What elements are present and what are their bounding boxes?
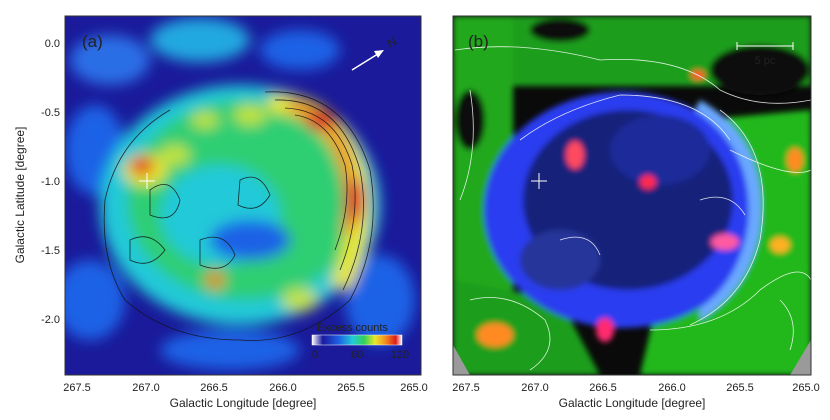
panel-a: (a) N Excess counts 0 60 120 Galactic La… <box>13 15 428 410</box>
x-tick: 266.5 <box>589 382 617 394</box>
panel-b-label: (b) <box>468 32 489 51</box>
y-tick: -1.5 <box>41 245 60 257</box>
scale-bar <box>736 42 794 50</box>
colorbar-tick-2: 120 <box>391 349 409 361</box>
y-tick: -0.5 <box>41 107 60 119</box>
x-tick: 267.0 <box>132 382 160 394</box>
colorbar-tick-1: 60 <box>351 349 363 361</box>
panel-a-label: (a) <box>82 32 103 51</box>
y-tick: -1.0 <box>41 176 60 188</box>
x-tick: 265.5 <box>337 382 365 394</box>
panel-a-heatmap <box>65 16 421 375</box>
panel-b-frame <box>452 15 812 376</box>
panel-a-x-ticks: 267.5 267.0 266.5 266.0 265.5 265.0 <box>63 382 428 394</box>
y-tick: -2.0 <box>41 314 60 326</box>
x-tick: 267.0 <box>521 382 549 394</box>
colorbar-tick-0: 0 <box>312 349 318 361</box>
panel-b-x-ticks: 267.5 267.0 266.5 266.0 265.5 265.0 <box>452 382 820 394</box>
x-tick: 267.5 <box>63 382 91 394</box>
panel-a-xlabel: Galactic Longitude [degree] <box>170 396 317 410</box>
x-tick: 266.5 <box>200 382 228 394</box>
panel-b-image <box>453 16 811 375</box>
panel-a-contours <box>103 91 374 341</box>
x-tick: 265.5 <box>726 382 754 394</box>
x-tick: 266.0 <box>269 382 297 394</box>
panel-b-corner-fill <box>790 340 811 375</box>
x-tick: 265.0 <box>792 382 820 394</box>
panel-b-contours <box>454 46 811 371</box>
x-tick: 265.0 <box>400 382 428 394</box>
panel-b-xlabel: Galactic Longitude [degree] <box>559 396 706 410</box>
x-tick: 266.0 <box>658 382 686 394</box>
scale-bar-label: 5 pc <box>755 55 776 67</box>
panel-a-y-ticks: 0.0 -0.5 -1.0 -1.5 -2.0 <box>41 38 60 326</box>
panel-a-cross-marker <box>139 173 155 189</box>
colorbar <box>311 334 403 346</box>
panel-b: (b) 5 pc 267.5 267.0 266.5 266.0 265.5 2… <box>452 15 820 410</box>
panel-b-corner-fill <box>453 345 470 375</box>
colorbar-title: Excess counts <box>317 322 388 334</box>
panel-a-ylabel: Galactic Latitude [degree] <box>13 127 27 264</box>
panel-a-frame <box>64 15 422 376</box>
panel-b-cross-marker <box>531 173 547 189</box>
x-tick: 267.5 <box>452 382 480 394</box>
y-tick: 0.0 <box>45 38 60 50</box>
